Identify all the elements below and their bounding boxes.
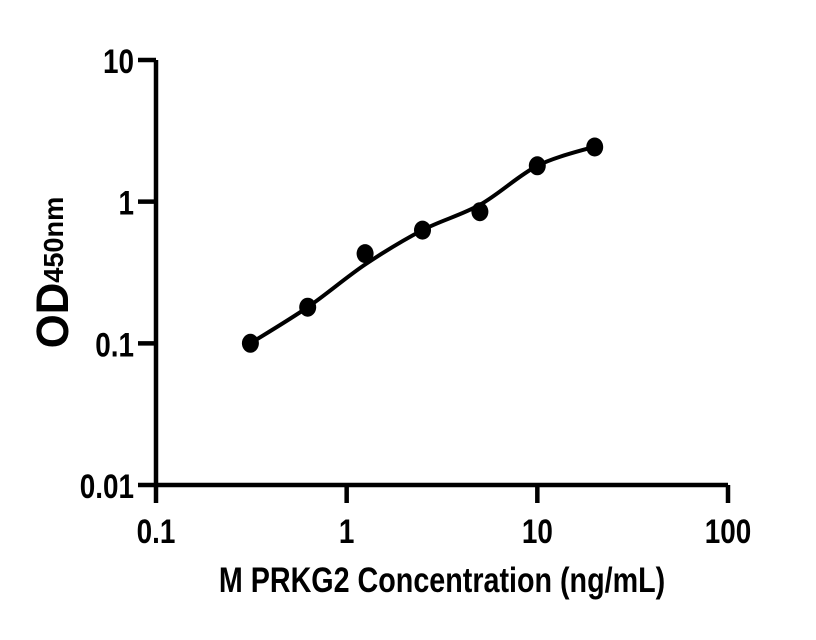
x-axis-tick-label: 1 <box>339 512 355 550</box>
x-axis: 0.1 1 10 100 <box>137 485 752 551</box>
y-axis-tick-label: 10 <box>103 42 134 80</box>
y-axis: 10 1 0.1 0.01 <box>80 42 156 506</box>
data-point <box>528 156 546 176</box>
x-axis-title: M PRKG2 Concentration (ng/mL) <box>219 560 665 599</box>
data-point <box>299 297 317 317</box>
data-points <box>241 137 604 353</box>
y-axis-title: OD450nm <box>28 197 78 349</box>
axes-spines <box>153 60 728 488</box>
y-axis-title-main: OD <box>28 283 78 348</box>
data-point <box>241 333 259 353</box>
y-axis-tick-label: 0.01 <box>80 467 134 505</box>
data-point <box>356 244 374 264</box>
y-axis-title-subscript: 450nm <box>38 197 69 283</box>
data-point <box>414 220 431 240</box>
x-axis-tick-label: 10 <box>522 512 553 550</box>
x-axis-tick-label: 0.1 <box>137 512 176 550</box>
data-point <box>471 202 489 222</box>
y-axis-tick-label: 1 <box>118 184 134 222</box>
x-axis-tick-label: 100 <box>705 512 752 550</box>
y-axis-tick-label: 0.1 <box>95 326 134 364</box>
data-point <box>586 137 604 157</box>
